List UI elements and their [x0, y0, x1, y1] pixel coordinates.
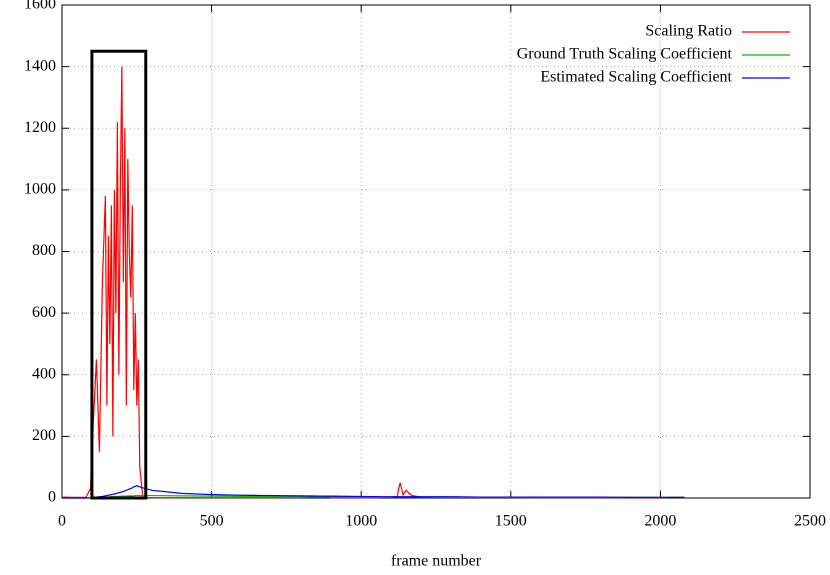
y-tick-label: 0: [48, 489, 56, 506]
x-axis-label: frame number: [391, 553, 482, 570]
x-tick-label: 1000: [345, 513, 377, 530]
y-tick-label: 600: [32, 304, 56, 321]
legend-label: Scaling Ratio: [645, 23, 732, 40]
y-tick-label: 1200: [24, 119, 56, 136]
x-tick-label: 2000: [644, 513, 676, 530]
x-tick-label: 2500: [794, 513, 826, 530]
y-tick-label: 1000: [24, 181, 56, 198]
series-line: [62, 485, 685, 499]
highlight-box: [90, 49, 148, 500]
y-tick-label: 1600: [24, 0, 56, 13]
plot-border: [61, 4, 811, 499]
y-tick-label: 1400: [24, 57, 56, 74]
y-tick-label: 800: [32, 242, 56, 259]
y-tick-label: 400: [32, 365, 56, 382]
x-tick-label: 1500: [495, 513, 527, 530]
y-tick-label: 200: [32, 427, 56, 444]
legend-label: Ground Truth Scaling Coefficient: [517, 46, 733, 63]
x-tick-label: 500: [200, 513, 224, 530]
x-tick-label: 0: [58, 513, 66, 530]
legend-label: Estimated Scaling Coefficient: [540, 69, 732, 86]
series-line: [61, 66, 685, 499]
